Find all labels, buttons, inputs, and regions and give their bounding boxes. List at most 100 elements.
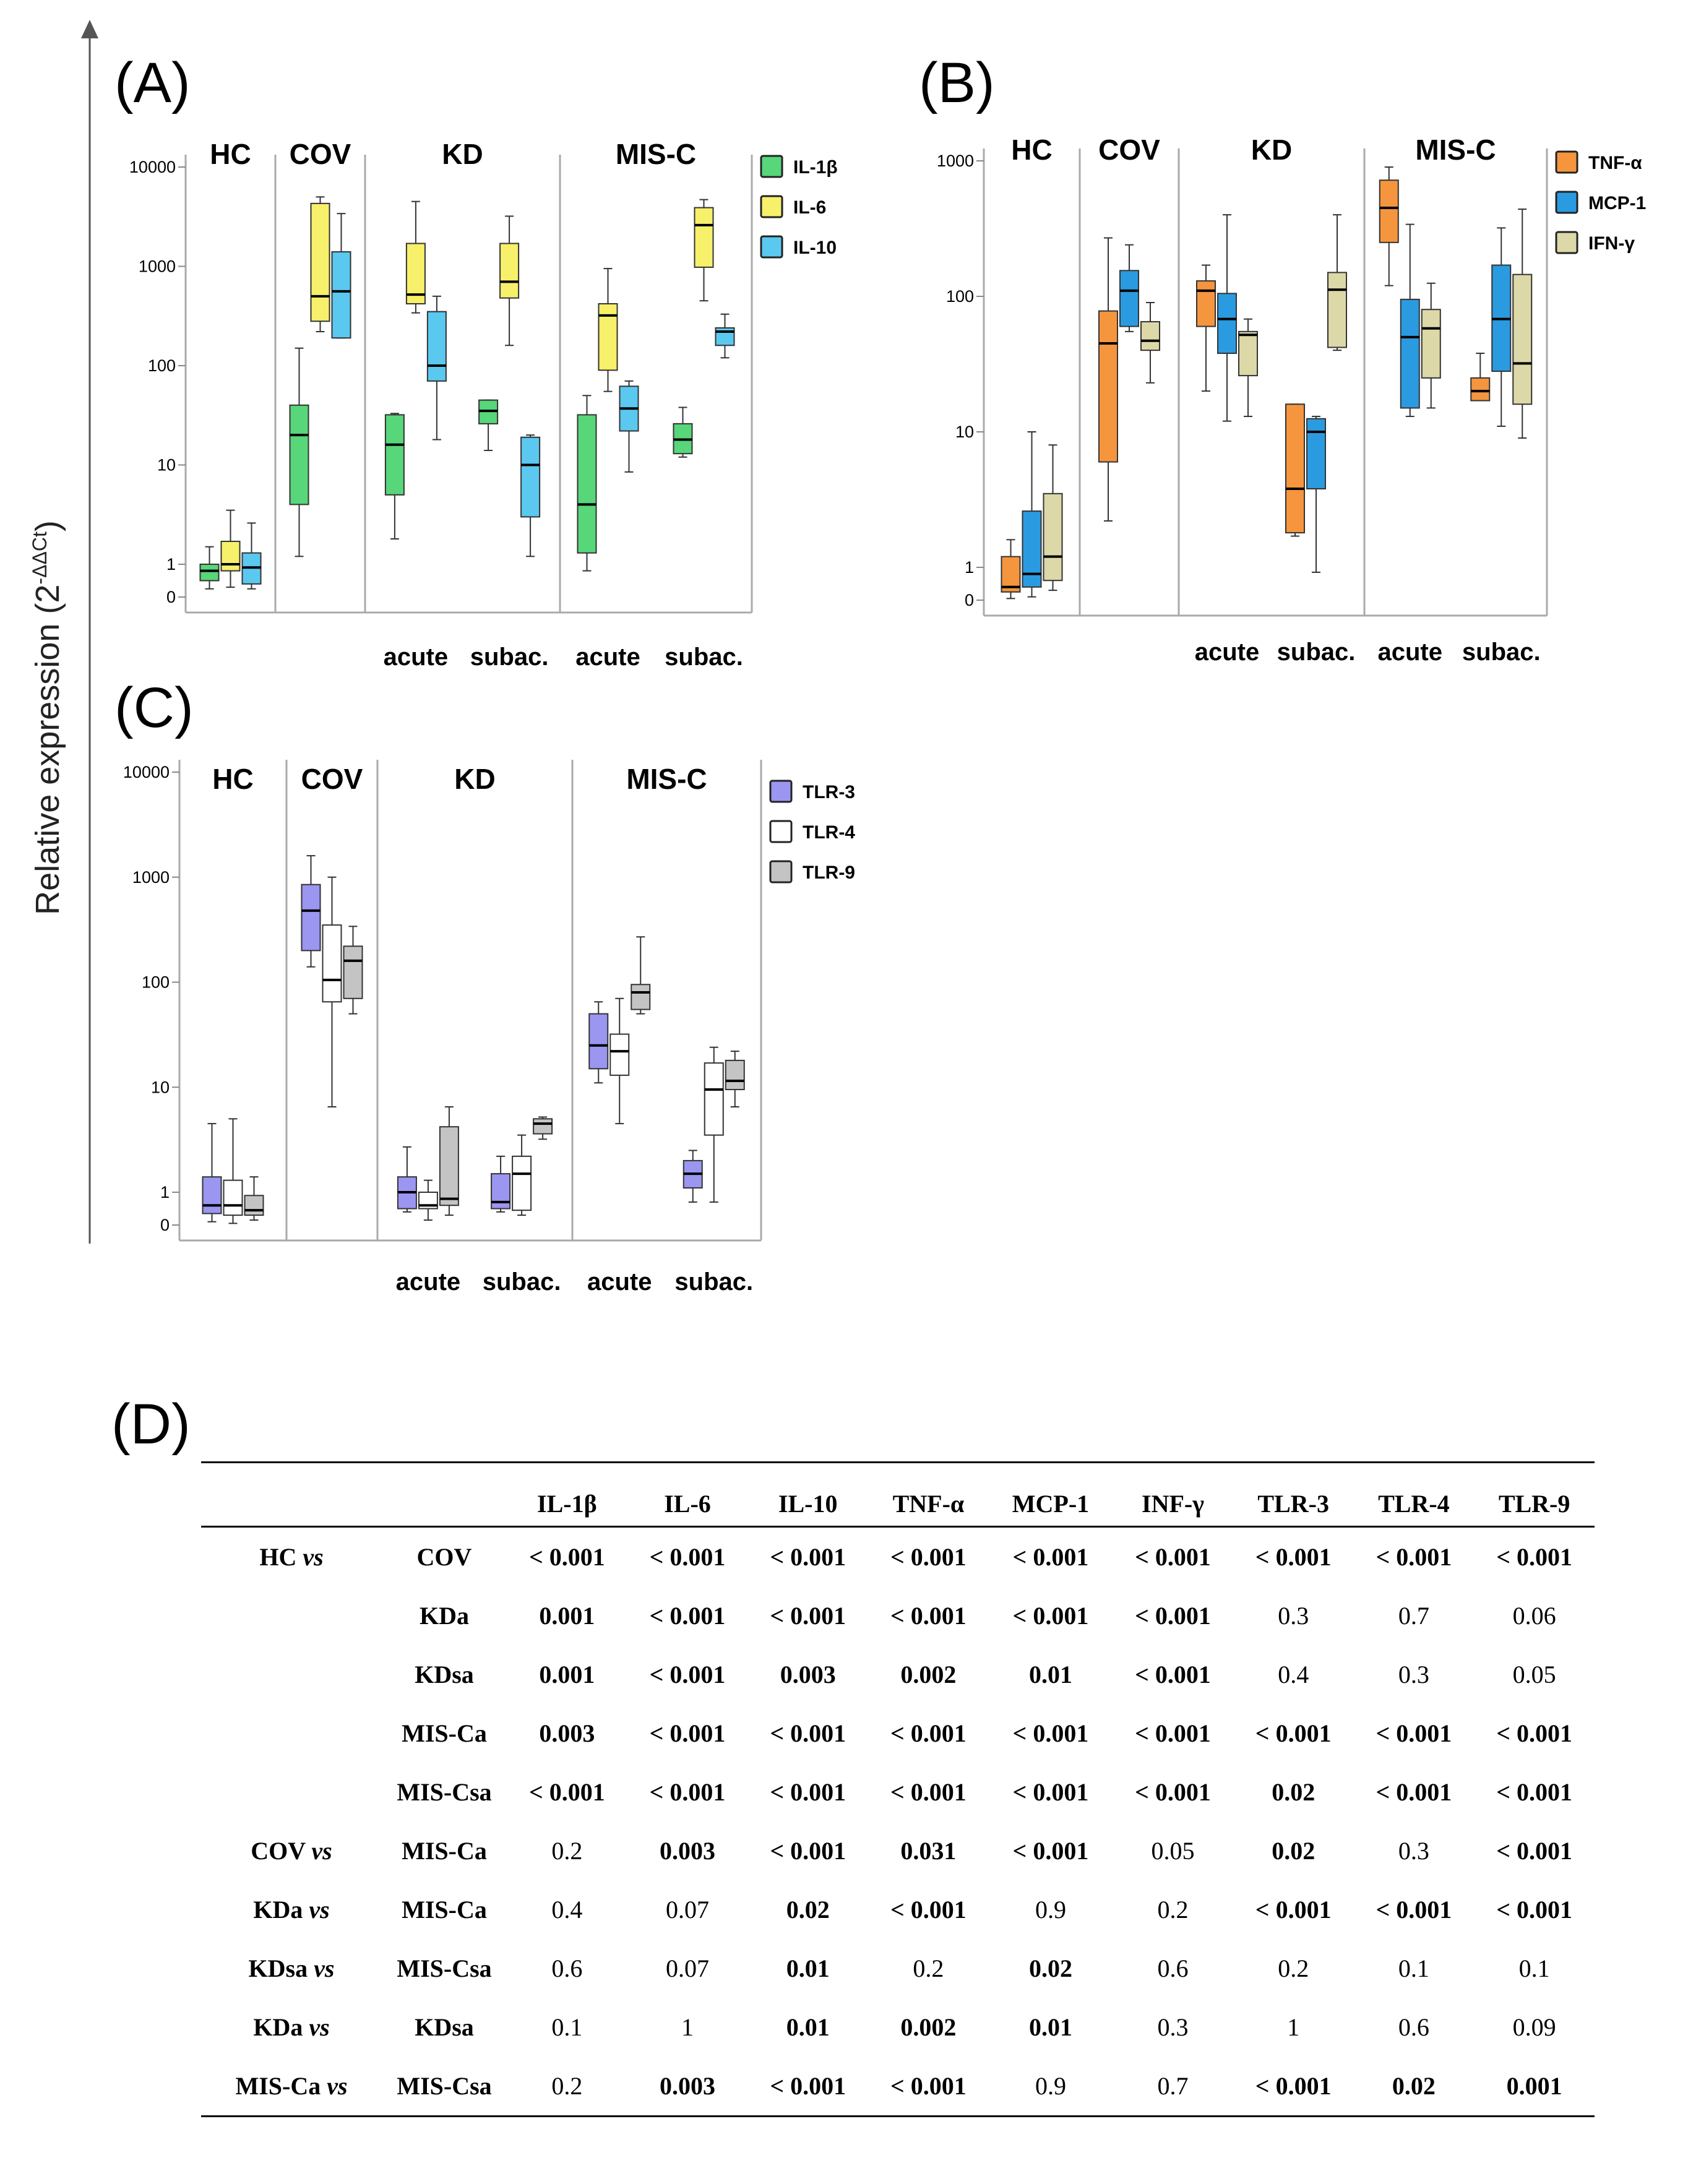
p-value-cell: < 0.001 [770, 2072, 846, 2100]
subgroup-label: subac. [1462, 638, 1541, 666]
panel-label-d: (D) [111, 1393, 191, 1456]
legend-label: IL-10 [793, 238, 837, 258]
legend-label: TLR-9 [803, 862, 855, 883]
table-row: MIS-Ca 0.003 < 0.001 < 0.001 < 0.001 < 0.001 <… [201, 1704, 1595, 1763]
group-header: MIS-C [616, 138, 696, 170]
p-value-cell: 0.2 [1278, 1954, 1309, 1982]
box-IFN-γ [1140, 302, 1160, 384]
group-header: HC [210, 138, 251, 170]
row-label-right: MIS-Ca [402, 1896, 487, 1924]
figure-canvas: Relative expression (2-ΔΔCt) (A)10000100… [28, 20, 1646, 1296]
box-MCP-1 [1217, 214, 1237, 422]
box-IFN-γ [1238, 318, 1258, 418]
legend-label: IL-1β [793, 157, 838, 178]
legend-swatch [769, 780, 793, 803]
p-value-cell: 0.9 [1035, 1896, 1066, 1924]
p-value-table: IL-1β IL-6 IL-10 TNF-α MCP-1 INF-γ TLR-3… [201, 1461, 1595, 2117]
column-header: TLR-4 [1353, 1462, 1475, 1528]
box-iqr [1098, 310, 1118, 463]
box-iqr [1421, 309, 1441, 379]
y-tick-label: 0 [965, 591, 974, 609]
box-iqr [577, 414, 597, 554]
legend-swatch [1555, 231, 1578, 254]
subgroup-label: subac. [1277, 638, 1356, 666]
p-value-cell: < 0.001 [649, 1661, 726, 1688]
subgroup-label: acute [396, 1268, 461, 1296]
row-label-right: KDsa [415, 2013, 474, 2041]
subgroup-label: acute [1378, 638, 1443, 666]
box-IL-1β [384, 413, 405, 540]
p-value-cell: < 0.001 [1135, 1602, 1211, 1630]
row-label-right: KDsa [415, 1661, 474, 1688]
table-body: HC vs COV < 0.001 < 0.001 < 0.001 < 0.001 < 0.… [201, 1527, 1595, 2117]
p-value-cell: 0.2 [551, 1837, 583, 1865]
box-IL-1β [577, 395, 597, 572]
table-row: COV vs MIS-Ca 0.2 0.003 < 0.001 0.031 < 0.001 0… [201, 1821, 1595, 1880]
p-value-cell: 0.02 [1392, 2072, 1436, 2100]
header-left-empty [201, 1462, 382, 1528]
p-value-cell: 0.2 [913, 1954, 944, 1982]
subgroup-label: acute [587, 1268, 652, 1296]
p-value-cell: 0.06 [1512, 1602, 1556, 1630]
table-row: MIS-Ca vs MIS-Csa 0.2 0.003 < 0.001 < 0.001 0.… [201, 2057, 1595, 2117]
y-axis-label: Relative expression (2-ΔΔCt) [28, 520, 66, 915]
p-value-cell: < 0.001 [770, 1719, 846, 1747]
p-value-cell: < 0.001 [1376, 1778, 1452, 1806]
box-IL-10 [331, 213, 351, 339]
box-TLR-3 [588, 1001, 609, 1084]
p-value-cell: 0.1 [551, 2013, 583, 2041]
subgroup-label: subac. [665, 643, 743, 671]
p-value-cell: < 0.001 [528, 1778, 605, 1806]
box-IL-10 [426, 295, 447, 441]
p-value-cell: 0.7 [1157, 2072, 1189, 2100]
p-value-cell: 0.3 [1157, 2013, 1189, 2041]
p-value-cell: < 0.001 [1496, 1543, 1572, 1571]
p-value-cell: < 0.001 [649, 1602, 726, 1630]
group-header: HC [1011, 134, 1052, 166]
box-IL-6 [598, 268, 618, 392]
p-value-cell: < 0.001 [1012, 1837, 1089, 1865]
p-value-cell: 0.01 [1028, 2013, 1072, 2041]
p-value-cell: 0.7 [1398, 1602, 1429, 1630]
table-row: MIS-Csa < 0.001 < 0.001 < 0.001 < 0.001 < 0.0… [201, 1763, 1595, 1821]
panel-label: (C) [114, 676, 194, 739]
box-iqr [223, 1179, 243, 1216]
y-tick-label: 10000 [129, 158, 176, 176]
box-TLR-4 [704, 1046, 724, 1203]
row-label-left: KDa vs [253, 2013, 330, 2041]
box-MCP-1 [1306, 416, 1326, 573]
box-TLR-3 [301, 855, 321, 968]
legend-label: TNF-α [1588, 153, 1642, 173]
p-value-cell: 0.3 [1398, 1661, 1429, 1688]
box-IFN-γ [1043, 444, 1063, 591]
box-TLR-3 [491, 1155, 511, 1213]
group-header: COV [301, 763, 363, 795]
p-value-cell: 0.07 [666, 1954, 710, 1982]
legend-swatch [1555, 191, 1578, 214]
p-value-cell: 0.05 [1512, 1661, 1556, 1688]
p-value-cell: 0.3 [1278, 1602, 1309, 1630]
p-value-cell: < 0.001 [1376, 1719, 1452, 1747]
p-value-cell: 0.6 [1398, 2013, 1429, 2041]
box-iqr [598, 303, 618, 371]
box-iqr [1043, 492, 1063, 582]
table-row: KDa vs KDsa 0.1 1 0.01 0.002 0.01 0.3 1 0.6 0.09 [201, 1998, 1595, 2057]
y-tick-label: 10 [151, 1078, 170, 1096]
box-iqr [1196, 280, 1216, 327]
box-IL-10 [619, 380, 639, 473]
box-iqr [384, 414, 405, 496]
box-IL-1β [478, 399, 499, 452]
box-iqr [1379, 179, 1399, 243]
p-value-cell: < 0.001 [890, 2072, 967, 2100]
p-value-cell: 0.003 [539, 1719, 595, 1747]
box-iqr [301, 883, 321, 952]
box-TLR-4 [223, 1118, 243, 1224]
row-label-left: MIS-Ca vs [235, 2072, 348, 2100]
p-value-cell: 0.3 [1398, 1837, 1429, 1865]
p-value-cell: < 0.001 [1496, 1778, 1572, 1806]
legend-swatch [760, 195, 783, 218]
p-value-cell: 0.01 [1028, 1661, 1072, 1688]
legend-swatch [1555, 150, 1578, 174]
row-label-left: COV vs [251, 1837, 332, 1865]
p-value-cell: < 0.001 [649, 1543, 726, 1571]
